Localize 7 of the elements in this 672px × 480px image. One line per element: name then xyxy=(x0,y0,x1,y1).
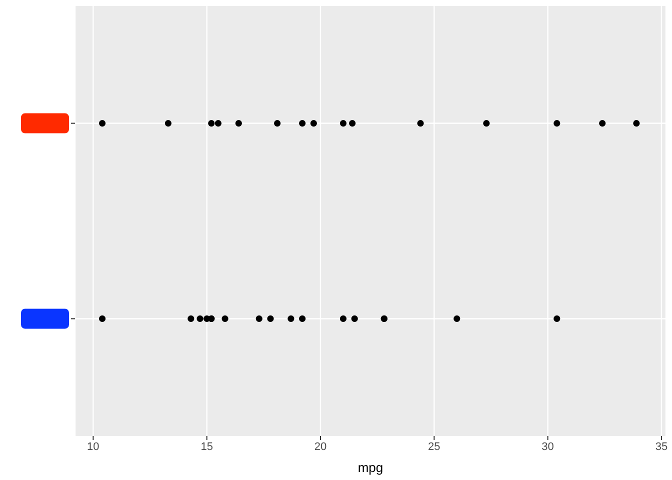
x-tick-label: 30 xyxy=(542,440,554,453)
x-tick-label: 25 xyxy=(428,440,440,453)
x-tick-label: 15 xyxy=(200,440,213,453)
x-tick-label: 20 xyxy=(314,440,327,453)
x-tick-label: 35 xyxy=(655,440,668,453)
x-tick-label: 10 xyxy=(87,440,100,453)
x-axis-title: mpg xyxy=(358,460,384,475)
